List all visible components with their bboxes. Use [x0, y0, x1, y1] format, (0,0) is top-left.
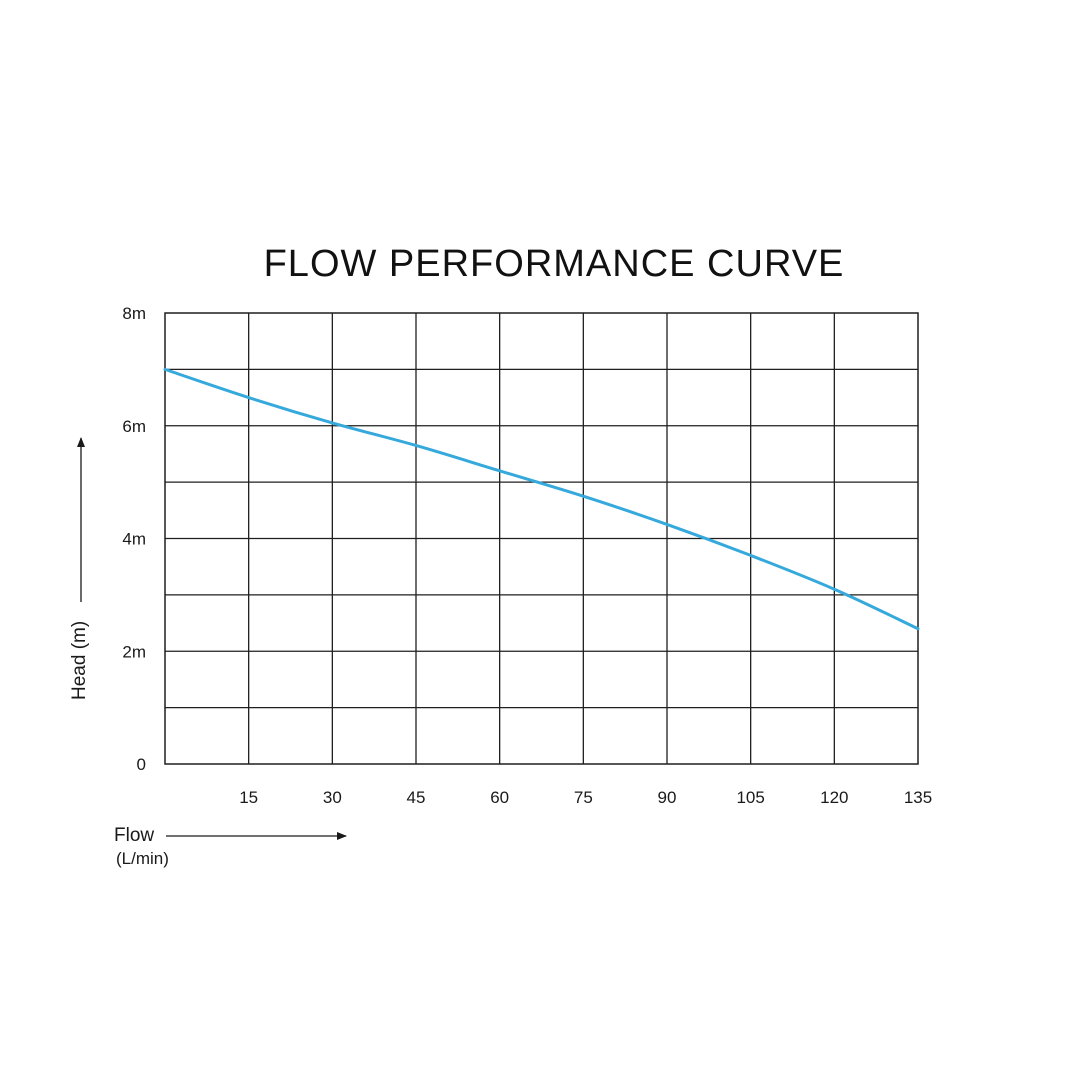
grid — [165, 313, 918, 764]
x-tick-label: 15 — [239, 788, 258, 807]
x-tick-label: 120 — [820, 788, 848, 807]
y-tick-label: 0 — [137, 755, 146, 774]
y-tick-label: 4m — [122, 530, 146, 549]
y-axis-label-group: Head (m) — [69, 437, 90, 700]
y-tick-label: 6m — [122, 417, 146, 436]
x-tick-label: 60 — [490, 788, 509, 807]
x-tick-label: 105 — [736, 788, 764, 807]
plot-border — [164, 312, 919, 765]
plot-frame — [164, 312, 919, 765]
series-line — [163, 367, 920, 631]
x-tick-labels: 15 30 45 60 75 90 105 120 135 — [239, 788, 932, 807]
x-tick-label: 90 — [658, 788, 677, 807]
x-tick-label: 75 — [574, 788, 593, 807]
x-tick-label: 135 — [904, 788, 932, 807]
y-tick-label: 8m — [122, 304, 146, 323]
y-axis-label: Head (m) — [69, 621, 90, 700]
x-axis-label-group: Flow (L/min) — [114, 825, 347, 868]
chart-title: FLOW PERFORMANCE CURVE — [264, 243, 845, 285]
series-group — [163, 367, 920, 631]
y-tick-label: 2m — [122, 642, 146, 661]
x-axis-label: Flow — [114, 825, 154, 846]
x-tick-label: 45 — [407, 788, 426, 807]
x-axis-unit: (L/min) — [116, 849, 169, 868]
y-tick-labels: 0 2m 4m 6m 8m — [122, 304, 146, 774]
x-tick-label: 30 — [323, 788, 342, 807]
